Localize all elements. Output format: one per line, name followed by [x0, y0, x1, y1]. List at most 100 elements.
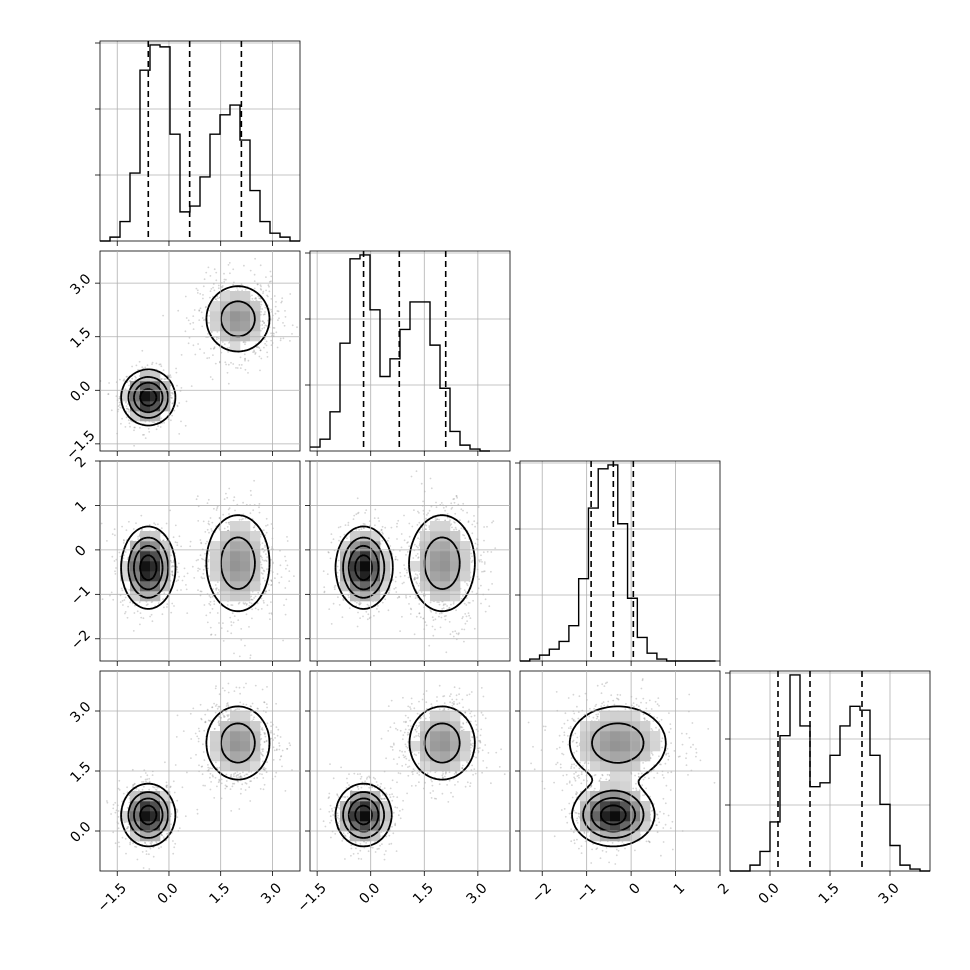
scatter-point [176, 568, 178, 571]
scatter-point [175, 367, 178, 370]
scatter-point [198, 319, 201, 321]
scatter-point [448, 607, 450, 609]
scatter-point [213, 289, 216, 292]
scatter-point [152, 855, 155, 858]
scatter-point [254, 524, 256, 527]
scatter-point [227, 529, 230, 532]
scatter-point [128, 589, 131, 591]
scatter-point [260, 597, 263, 600]
density-cell [360, 591, 371, 602]
scatter-point [465, 582, 468, 585]
scatter-point [268, 280, 271, 283]
scatter-point [110, 591, 113, 594]
scatter-point [214, 362, 217, 365]
scatter-point [211, 595, 214, 598]
scatter-point [143, 785, 145, 788]
scatter-point [453, 498, 456, 500]
scatter-point [176, 544, 179, 547]
scatter-point [252, 526, 255, 529]
scatter-point [184, 295, 187, 298]
scatter-point [250, 598, 253, 601]
scatter-point [236, 367, 239, 369]
scatter-point [206, 621, 209, 624]
scatter-point [248, 605, 251, 607]
scatter-point [417, 556, 420, 559]
density-cell [160, 551, 171, 562]
scatter-point [284, 587, 287, 589]
scatter-point [192, 328, 195, 330]
scatter-point [332, 602, 335, 605]
scatter-point [192, 321, 195, 324]
scatter-point [172, 561, 175, 564]
scatter-point [265, 324, 268, 327]
scatter-point [239, 356, 242, 359]
scatter-point [125, 375, 128, 378]
scatter-point [457, 633, 460, 636]
scatter-point [280, 301, 283, 304]
scatter-point [270, 584, 272, 587]
scatter-point [284, 613, 287, 616]
scatter-point [176, 566, 179, 569]
scatter-point [344, 524, 347, 526]
density-cell [230, 571, 241, 582]
scatter-point [436, 601, 439, 603]
scatter-point [463, 628, 466, 631]
scatter-point [253, 280, 256, 282]
scatter-point [455, 528, 458, 531]
scatter-point [217, 284, 220, 287]
scatter-point [260, 311, 262, 313]
scatter-point [185, 588, 188, 591]
density-cell [130, 391, 141, 402]
scatter-point [407, 541, 409, 543]
scatter-point [356, 625, 359, 628]
scatter-point [251, 608, 254, 611]
scatter-point [142, 867, 145, 869]
scatter-point [401, 582, 404, 585]
scatter-point [244, 357, 247, 360]
scatter-point [123, 378, 126, 381]
scatter-point [233, 652, 235, 655]
density-cell [380, 551, 391, 562]
scatter-point [416, 574, 419, 576]
scatter-point [196, 495, 199, 498]
scatter-point [373, 517, 376, 519]
density-cell [220, 311, 231, 322]
density-cell [370, 531, 381, 542]
scatter-point [364, 512, 366, 514]
density-cell [360, 561, 371, 572]
scatter-point [124, 388, 127, 391]
scatter-point [334, 584, 337, 587]
scatter-point [146, 603, 149, 606]
scatter-point [148, 780, 151, 783]
scatter-point [171, 391, 174, 394]
scatter-point [137, 369, 139, 371]
scatter-point [216, 581, 219, 583]
scatter-point [468, 614, 470, 617]
scatter-point [452, 602, 455, 605]
scatter-point [480, 559, 482, 561]
scatter-point [180, 589, 182, 591]
scatter-point [467, 521, 470, 524]
scatter-point [416, 524, 419, 526]
scatter-point [129, 841, 132, 844]
scatter-point [162, 369, 165, 371]
scatter-point [466, 620, 468, 622]
scatter-point [215, 589, 218, 591]
scatter-point [401, 615, 403, 618]
scatter-point [263, 338, 266, 340]
scatter-point [249, 489, 252, 492]
scatter-point [415, 554, 417, 557]
scatter-point [441, 607, 444, 610]
scatter-point [225, 521, 228, 524]
scatter-point [282, 337, 285, 340]
scatter-point [434, 516, 437, 519]
scatter-point [263, 601, 265, 604]
scatter-point [368, 520, 371, 522]
scatter-point [283, 324, 286, 327]
scatter-point [398, 595, 400, 598]
scatter-point [491, 583, 493, 585]
scatter-point [169, 786, 172, 789]
scatter-point [226, 630, 229, 633]
scatter-point [151, 361, 154, 364]
scatter-point [446, 516, 449, 519]
